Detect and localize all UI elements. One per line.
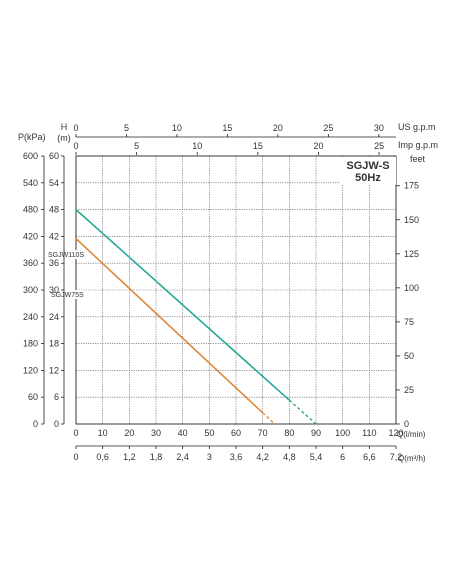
- flow-lpm-tick-label: 0: [73, 428, 78, 438]
- imp-gpm-tick-label: 25: [374, 141, 384, 151]
- grid-lines: [75, 155, 397, 425]
- flow-lpm-tick-label: 20: [124, 428, 134, 438]
- flow-m3h-tick-label: 1,2: [123, 452, 136, 462]
- flow-m3h-tick-label: 4,2: [256, 452, 269, 462]
- feet-tick-label: 125: [404, 249, 419, 259]
- us-gpm-tick-label: 20: [273, 123, 283, 133]
- pressure-tick-label: 60: [28, 392, 38, 402]
- head-tick-label: 0: [54, 419, 59, 429]
- pressure-tick-label: 480: [23, 205, 38, 215]
- curve-label-SGJW75S: SGJW75S: [51, 292, 84, 299]
- pressure-tick-label: 600: [23, 151, 38, 161]
- us-gpm-tick-label: 30: [374, 123, 384, 133]
- flow-m3h-tick-label: 4,8: [283, 452, 296, 462]
- head-tick-label: 6: [54, 392, 59, 402]
- flow-m3h-tick-label: 5,4: [310, 452, 323, 462]
- us-gpm-tick-label: 5: [124, 123, 129, 133]
- flow-lpm-tick-label: 60: [231, 428, 241, 438]
- head-tick-label: 12: [49, 365, 59, 375]
- curve-label-SGJW110S: SGJW110S: [48, 252, 84, 259]
- flow-m3h-tick-label: 0: [73, 452, 78, 462]
- feet-tick-label: 75: [404, 317, 414, 327]
- pressure-tick-label: 120: [23, 365, 38, 375]
- flow-lpm-tick-label: 50: [204, 428, 214, 438]
- head-tick-label: 54: [49, 178, 59, 188]
- imp-gpm-axis-label: Imp g.p.m: [398, 140, 438, 150]
- imp-gpm-tick-label: 10: [192, 141, 202, 151]
- flow-lpm-tick-label: 40: [178, 428, 188, 438]
- flow-m3h-tick-label: 7,2: [390, 452, 403, 462]
- head-axis-label: H: [61, 122, 68, 132]
- curve-SGJW110S-dashed: [288, 399, 317, 425]
- performance-curves: SGJW110S SGJW75S: [47, 209, 317, 425]
- flow-m3h-tick-label: 2,4: [176, 452, 189, 462]
- title-box: SGJW-S 50Hz: [340, 157, 396, 185]
- flow-m3h-tick-label: 0,6: [96, 452, 109, 462]
- us-gpm-tick-label: 0: [73, 123, 78, 133]
- flow-m3h-tick-label: 6,6: [363, 452, 376, 462]
- feet-axis-label: feet: [410, 154, 426, 164]
- flow-lpm-tick-label: 90: [311, 428, 321, 438]
- pressure-tick-label: 180: [23, 339, 38, 349]
- feet-tick-label: 175: [404, 181, 419, 191]
- imp-gpm-tick-label: 5: [134, 141, 139, 151]
- head-tick-label: 60: [49, 151, 59, 161]
- pressure-tick-label: 240: [23, 312, 38, 322]
- curve-SGJW110S-solid: [75, 209, 290, 401]
- flow-m3h-axis-label: Q(m³/h): [398, 454, 426, 463]
- imp-gpm-tick-label: 20: [313, 141, 323, 151]
- us-gpm-tick-label: 15: [222, 123, 232, 133]
- feet-tick-label: 100: [404, 283, 419, 293]
- flow-lpm-tick-label: 80: [284, 428, 294, 438]
- head-tick-label: 36: [49, 258, 59, 268]
- head-tick-label: 30: [49, 285, 59, 295]
- head-tick-label: 18: [49, 339, 59, 349]
- flow-lpm-axis-label: Q(l/min): [397, 430, 426, 439]
- chart-subtitle: 50Hz: [355, 172, 381, 184]
- flow-m3h-tick-label: 1,8: [150, 452, 163, 462]
- pressure-tick-label: 300: [23, 285, 38, 295]
- pressure-tick-label: 420: [23, 231, 38, 241]
- feet-tick-label: 0: [404, 419, 409, 429]
- flow-lpm-tick-label: 10: [98, 428, 108, 438]
- chart-title: SGJW-S: [346, 160, 389, 172]
- curve-label-background: [47, 250, 82, 259]
- flow-lpm-tick-label: 30: [151, 428, 161, 438]
- flow-lpm-tick-label: 120: [388, 428, 403, 438]
- curve-label-background: [50, 290, 85, 299]
- pressure-tick-label: 540: [23, 178, 38, 188]
- flow-lpm-tick-label: 100: [335, 428, 350, 438]
- curve-SGJW75S-solid: [75, 238, 264, 414]
- flow-m3h-tick-label: 3,6: [230, 452, 243, 462]
- head-tick-label: 42: [49, 231, 59, 241]
- us-gpm-tick-label: 25: [323, 123, 333, 133]
- us-gpm-axis-label: US g.p.m: [398, 122, 436, 132]
- pressure-tick-label: 360: [23, 258, 38, 268]
- flow-lpm-tick-label: 110: [362, 428, 376, 438]
- axes: 6005404804203603002401801206006054484236…: [23, 123, 419, 462]
- feet-tick-label: 150: [404, 215, 419, 225]
- feet-tick-label: 50: [404, 351, 414, 361]
- flow-lpm-tick-label: 70: [258, 428, 268, 438]
- flow-m3h-tick-label: 3: [207, 452, 212, 462]
- pressure-tick-label: 0: [33, 419, 38, 429]
- us-gpm-tick-label: 10: [172, 123, 182, 133]
- flow-m3h-tick-label: 6: [340, 452, 345, 462]
- head-tick-label: 24: [49, 312, 59, 322]
- head-axis-unit: (m): [57, 133, 71, 143]
- imp-gpm-tick-label: 15: [253, 141, 263, 151]
- head-tick-label: 48: [49, 205, 59, 215]
- imp-gpm-tick-label: 0: [73, 141, 78, 151]
- pressure-axis-label: P(kPa): [18, 132, 46, 142]
- curve-SGJW75S-dashed: [262, 412, 276, 425]
- feet-tick-label: 25: [404, 385, 414, 395]
